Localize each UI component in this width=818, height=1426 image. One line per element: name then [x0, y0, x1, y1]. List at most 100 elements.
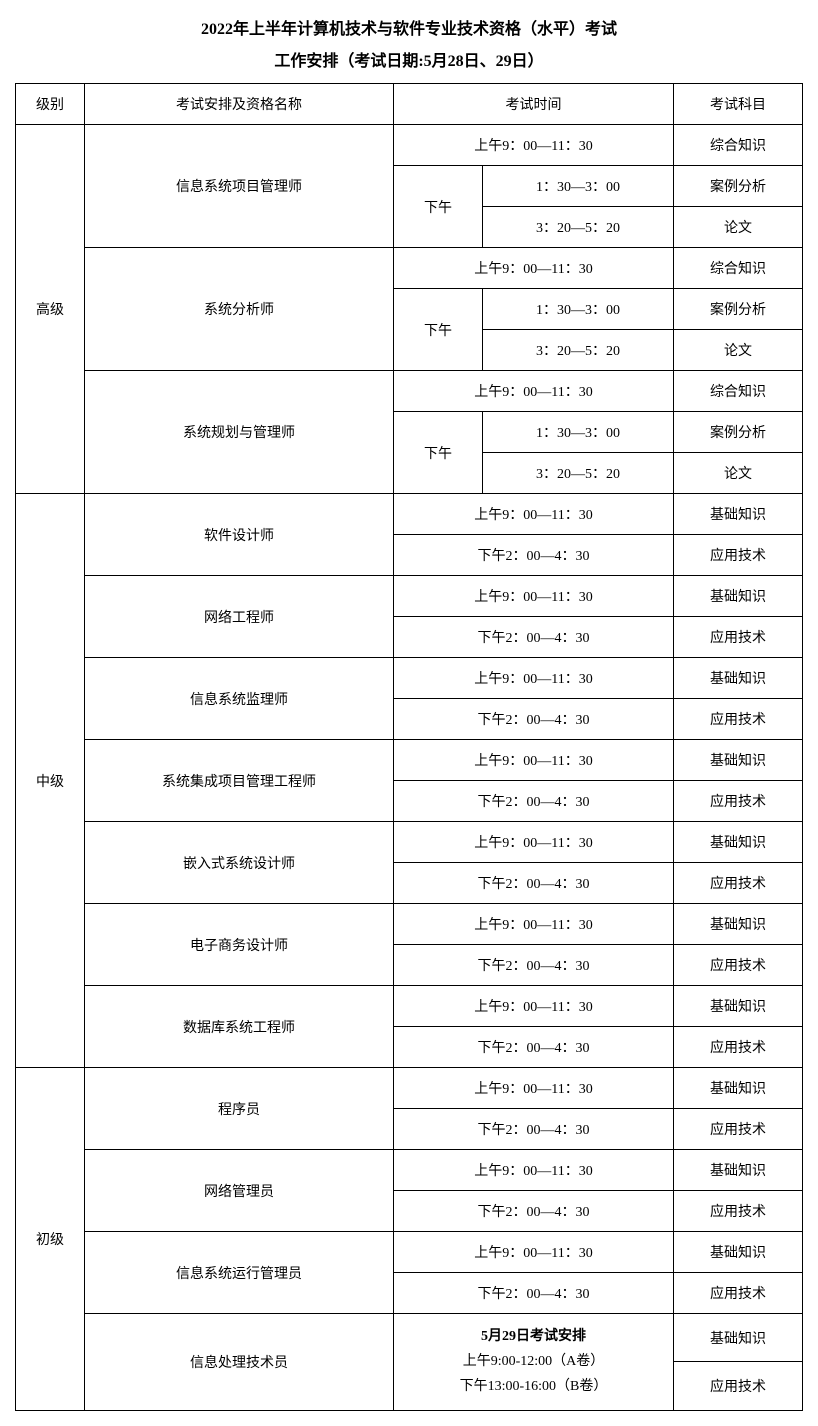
- time-cell: 下午2：00—4：30: [394, 781, 674, 822]
- time-cell: 上午9：00—11：30: [394, 494, 674, 535]
- table-row: 高级 信息系统项目管理师 上午9：00—11：30 综合知识: [16, 125, 803, 166]
- qual-name: 信息系统运行管理员: [85, 1232, 394, 1314]
- time-cell: 下午2：00—4：30: [394, 699, 674, 740]
- time-cell: 下午2：00—4：30: [394, 617, 674, 658]
- table-row: 数据库系统工程师 上午9：00—11：30 基础知识: [16, 986, 803, 1027]
- subject-cell: 基础知识: [674, 1150, 803, 1191]
- subject-cell: 案例分析: [674, 166, 803, 207]
- subject-cell: 基础知识: [674, 904, 803, 945]
- header-time: 考试时间: [394, 84, 674, 125]
- subject-cell: 基础知识: [674, 1314, 803, 1362]
- table-row: 系统集成项目管理工程师 上午9：00—11：30 基础知识: [16, 740, 803, 781]
- page-subtitle: 工作安排（考试日期:5月28日、29日）: [15, 47, 803, 71]
- subject-cell: 基础知识: [674, 822, 803, 863]
- header-row: 级别 考试安排及资格名称 考试时间 考试科目: [16, 84, 803, 125]
- time-cell: 上午9：00—11：30: [394, 371, 674, 412]
- subject-cell: 应用技术: [674, 863, 803, 904]
- qual-name: 网络管理员: [85, 1150, 394, 1232]
- page-title: 2022年上半年计算机技术与软件专业技术资格（水平）考试: [15, 15, 803, 39]
- qual-name: 信息系统监理师: [85, 658, 394, 740]
- time-cell: 下午2：00—4：30: [394, 1027, 674, 1068]
- qual-name: 软件设计师: [85, 494, 394, 576]
- qual-name: 系统规划与管理师: [85, 371, 394, 494]
- time-label: 下午: [394, 166, 483, 248]
- subject-cell: 基础知识: [674, 1068, 803, 1109]
- header-name: 考试安排及资格名称: [85, 84, 394, 125]
- time-cell: 上午9：00—11：30: [394, 740, 674, 781]
- time-cell: 上午9：00—11：30: [394, 1232, 674, 1273]
- time-cell: 上午9：00—11：30: [394, 1150, 674, 1191]
- table-row: 系统规划与管理师 上午9：00—11：30 综合知识: [16, 371, 803, 412]
- subject-cell: 应用技术: [674, 1362, 803, 1410]
- time-cell: 下午2：00—4：30: [394, 1273, 674, 1314]
- subject-cell: 基础知识: [674, 740, 803, 781]
- time-cell: 1：30—3：00: [483, 289, 674, 330]
- subject-cell: 综合知识: [674, 125, 803, 166]
- table-row: 网络管理员 上午9：00—11：30 基础知识: [16, 1150, 803, 1191]
- subject-cell: 应用技术: [674, 1109, 803, 1150]
- time-label: 下午: [394, 289, 483, 371]
- time-cell: 上午9：00—11：30: [394, 1068, 674, 1109]
- time-cell: 上午9：00—11：30: [394, 125, 674, 166]
- qual-name: 系统集成项目管理工程师: [85, 740, 394, 822]
- table-row: 电子商务设计师 上午9：00—11：30 基础知识: [16, 904, 803, 945]
- time-cell: 上午9：00—11：30: [394, 576, 674, 617]
- table-row: 嵌入式系统设计师 上午9：00—11：30 基础知识: [16, 822, 803, 863]
- table-row: 中级 软件设计师 上午9：00—11：30 基础知识: [16, 494, 803, 535]
- subject-cell: 基础知识: [674, 986, 803, 1027]
- subject-cell: 应用技术: [674, 1027, 803, 1068]
- subject-cell: 案例分析: [674, 412, 803, 453]
- time-cell: 下午2：00—4：30: [394, 1191, 674, 1232]
- time-cell: 上午9：00—11：30: [394, 904, 674, 945]
- qual-name: 电子商务设计师: [85, 904, 394, 986]
- level-senior: 高级: [16, 125, 85, 494]
- subject-cell: 应用技术: [674, 1273, 803, 1314]
- table-row: 信息处理技术员 5月29日考试安排 上午9:00-12:00（A卷） 下午13:…: [16, 1314, 803, 1362]
- time-label: 下午: [394, 412, 483, 494]
- time-cell: 上午9：00—11：30: [394, 248, 674, 289]
- time-cell: 上午9：00—11：30: [394, 822, 674, 863]
- qual-name: 数据库系统工程师: [85, 986, 394, 1068]
- time-cell: 下午2：00—4：30: [394, 945, 674, 986]
- subject-cell: 论文: [674, 330, 803, 371]
- header-level: 级别: [16, 84, 85, 125]
- subject-cell: 基础知识: [674, 494, 803, 535]
- subject-cell: 应用技术: [674, 617, 803, 658]
- subject-cell: 基础知识: [674, 1232, 803, 1273]
- time-cell: 下午2：00—4：30: [394, 535, 674, 576]
- level-junior: 初级: [16, 1068, 85, 1411]
- time-cell: 3：20—5：20: [483, 453, 674, 494]
- qual-name: 信息处理技术员: [85, 1314, 394, 1411]
- qual-name: 程序员: [85, 1068, 394, 1150]
- special-line2: 下午13:00-16:00（B卷）: [398, 1374, 669, 1399]
- table-row: 系统分析师 上午9：00—11：30 综合知识: [16, 248, 803, 289]
- table-row: 信息系统监理师 上午9：00—11：30 基础知识: [16, 658, 803, 699]
- table-row: 初级 程序员 上午9：00—11：30 基础知识: [16, 1068, 803, 1109]
- qual-name: 嵌入式系统设计师: [85, 822, 394, 904]
- time-cell: 1：30—3：00: [483, 166, 674, 207]
- table-row: 网络工程师 上午9：00—11：30 基础知识: [16, 576, 803, 617]
- qual-name: 系统分析师: [85, 248, 394, 371]
- subject-cell: 论文: [674, 207, 803, 248]
- subject-cell: 应用技术: [674, 699, 803, 740]
- subject-cell: 综合知识: [674, 371, 803, 412]
- time-cell: 上午9：00—11：30: [394, 658, 674, 699]
- subject-cell: 基础知识: [674, 658, 803, 699]
- special-time-cell: 5月29日考试安排 上午9:00-12:00（A卷） 下午13:00-16:00…: [394, 1314, 674, 1411]
- subject-cell: 案例分析: [674, 289, 803, 330]
- time-cell: 3：20—5：20: [483, 330, 674, 371]
- time-cell: 下午2：00—4：30: [394, 863, 674, 904]
- subject-cell: 基础知识: [674, 576, 803, 617]
- schedule-table: 级别 考试安排及资格名称 考试时间 考试科目 高级 信息系统项目管理师 上午9：…: [15, 83, 803, 1411]
- special-line1: 上午9:00-12:00（A卷）: [398, 1349, 669, 1374]
- qual-name: 网络工程师: [85, 576, 394, 658]
- qual-name: 信息系统项目管理师: [85, 125, 394, 248]
- subject-cell: 应用技术: [674, 535, 803, 576]
- subject-cell: 应用技术: [674, 945, 803, 986]
- subject-cell: 应用技术: [674, 1191, 803, 1232]
- special-title: 5月29日考试安排: [398, 1324, 669, 1349]
- table-row: 信息系统运行管理员 上午9：00—11：30 基础知识: [16, 1232, 803, 1273]
- time-cell: 1：30—3：00: [483, 412, 674, 453]
- header-subject: 考试科目: [674, 84, 803, 125]
- time-cell: 上午9：00—11：30: [394, 986, 674, 1027]
